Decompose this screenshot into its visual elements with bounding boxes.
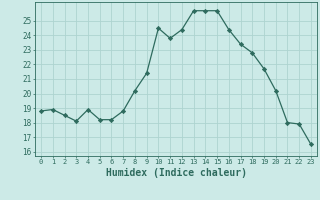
X-axis label: Humidex (Indice chaleur): Humidex (Indice chaleur) (106, 168, 246, 178)
